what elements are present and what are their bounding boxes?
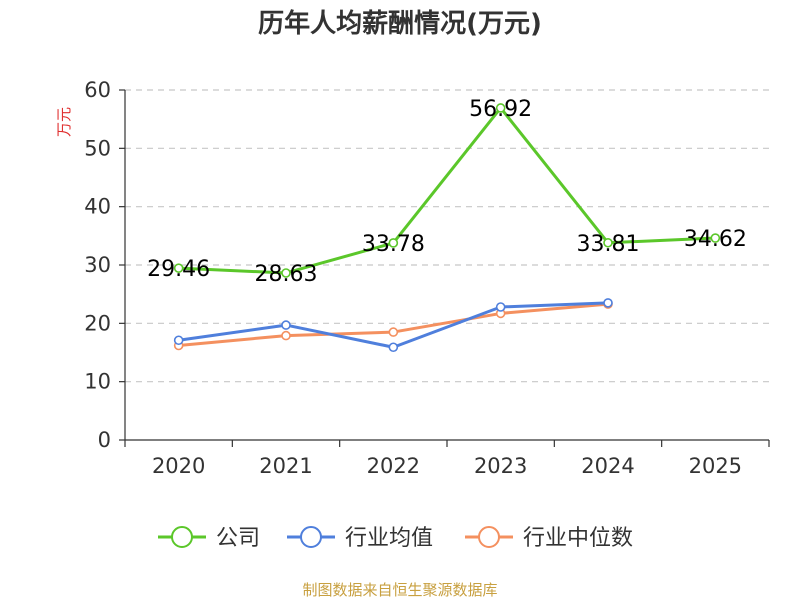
legend-label: 公司 (216, 526, 260, 551)
data-label: 56.92 (469, 97, 532, 122)
grid-lines (125, 89, 769, 383)
y-tick-label: 20 (84, 311, 111, 335)
data-label: 29.46 (147, 257, 210, 282)
data-point (281, 320, 291, 330)
x-tick-label: 2022 (367, 454, 420, 478)
axes: 0 10 20 30 40 50 60 2020 2021 2022 2023 2024 2025 (84, 78, 770, 478)
x-tick-label: 2023 (474, 454, 527, 478)
data-point (173, 263, 184, 273)
data-label: 33.81 (577, 232, 640, 257)
y-tick-label: 40 (84, 195, 111, 219)
y-tick-label: 60 (84, 78, 111, 102)
series-line (178, 106, 716, 275)
data-point (603, 298, 613, 308)
data-point (603, 237, 613, 248)
data-point (495, 302, 506, 312)
legend-marker (300, 526, 322, 548)
legend-label: 行业均值 (345, 526, 433, 551)
series-line (178, 302, 609, 347)
chart-title: 历年人均薪酬情况(万元) (258, 8, 542, 39)
y-tick-label: 10 (84, 370, 111, 394)
legend-marker (478, 526, 500, 548)
data-point (281, 268, 291, 278)
data-point (281, 330, 291, 341)
x-tick-label: 2024 (581, 454, 634, 478)
x-tick-label: 2020 (152, 454, 205, 478)
data-point (388, 327, 399, 337)
data-point (173, 335, 184, 346)
legend-label: 行业中位数 (523, 526, 633, 551)
data-point (388, 342, 399, 353)
legend[interactable]: 公司 行业均值 行业中位数 (158, 526, 633, 551)
y-tick-label: 50 (84, 136, 111, 160)
y-axis-label: 万元 (55, 107, 73, 137)
x-tick-label: 2025 (689, 454, 742, 478)
data-point (388, 238, 399, 248)
series-group: 29.46 28.63 33.78 56.92 33.81 34.62 (147, 97, 747, 353)
y-tick-label: 30 (84, 253, 111, 277)
data-label: 28.63 (255, 262, 318, 287)
data-point (710, 233, 721, 243)
legend-marker (171, 526, 193, 548)
y-tick-label: 0 (98, 428, 111, 452)
source-note: 制图数据来自恒生聚源数据库 (302, 581, 497, 599)
x-tick-label: 2021 (259, 454, 312, 478)
data-label: 34.62 (684, 227, 747, 252)
data-label: 33.78 (362, 232, 425, 257)
data-point (495, 103, 506, 113)
